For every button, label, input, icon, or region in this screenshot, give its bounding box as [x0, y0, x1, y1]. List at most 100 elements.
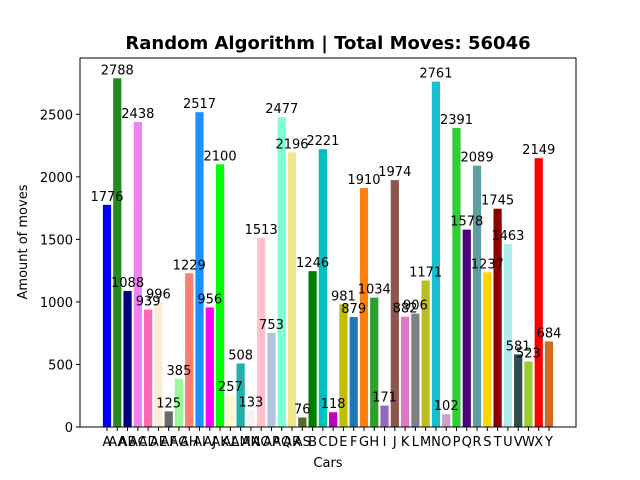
data-label-m: 1171: [409, 266, 442, 281]
x-tick-label-o: O: [441, 435, 451, 450]
x-tick-label-as: AS: [294, 435, 311, 450]
bar-j: [390, 180, 399, 427]
x-tick-label-ae: AE: [150, 435, 167, 450]
bar-ao: [257, 237, 266, 427]
x-tick-label-ac: AC: [129, 435, 147, 450]
y-tick-label: 2000: [40, 171, 73, 186]
bar-d: [329, 412, 338, 427]
y-axis-label: Amount of moves: [16, 184, 31, 299]
x-tick-label-i: I: [383, 435, 387, 450]
data-label-ad: 939: [136, 295, 161, 310]
data-label-n: 2761: [419, 67, 452, 82]
x-tick-label-ad: AD: [139, 435, 158, 450]
bar-b: [308, 271, 317, 427]
x-tick-label-ao: AO: [252, 435, 271, 450]
x-axis-ticks: AAAABACADAEAFAGAHAIAJAKALAMANAOAPAQARASB…: [103, 427, 553, 450]
x-tick-label-n: N: [431, 435, 441, 450]
data-label-as: 76: [294, 402, 311, 417]
x-tick-label-p: P: [453, 435, 461, 450]
x-axis-label: Cars: [313, 456, 342, 471]
x-tick-label-h: H: [369, 435, 379, 450]
bar-n: [431, 81, 441, 427]
data-label-ai: 2517: [183, 97, 216, 112]
data-label-af: 125: [156, 396, 181, 411]
bar-f: [349, 317, 358, 427]
x-tick-label-f: F: [350, 435, 357, 450]
data-label-aq: 2477: [265, 102, 298, 117]
bar-i: [380, 405, 389, 427]
bar-r: [472, 165, 482, 427]
bar-c: [318, 149, 327, 427]
data-label-ab: 1088: [111, 276, 144, 291]
x-tick-label-aa: AA: [108, 435, 126, 450]
bar-x: [534, 158, 543, 427]
x-tick-label-ah: AH: [180, 435, 199, 450]
data-label-d: 118: [321, 397, 346, 412]
x-tick-label-l: L: [412, 435, 420, 450]
data-label-k: 882: [393, 302, 418, 317]
chart-title: Random Algorithm | Total Moves: 56046: [125, 33, 530, 54]
bar-l: [411, 313, 420, 427]
x-tick-label-aq: AQ: [272, 435, 291, 450]
data-label-l: 906: [403, 299, 428, 314]
bar-ap: [267, 332, 276, 427]
x-tick-label-am: AM: [231, 435, 251, 450]
data-label-x: 2149: [522, 143, 555, 158]
data-label-aa: 2788: [101, 63, 134, 78]
data-label-s: 1237: [471, 257, 504, 272]
x-tick-label-m: M: [420, 435, 431, 450]
bar-aa: [113, 78, 122, 427]
data-label-ap: 753: [259, 318, 284, 333]
data-label-ag: 385: [167, 364, 192, 379]
bar-y: [544, 341, 554, 427]
x-tick-label-s: S: [483, 435, 491, 450]
bar-s: [483, 272, 492, 427]
data-label-y: 684: [537, 326, 562, 341]
data-label-t: 1745: [481, 194, 514, 209]
data-label-ah: 1229: [173, 258, 206, 273]
x-tick-label-r: R: [473, 435, 482, 450]
data-label-am: 508: [228, 348, 253, 363]
bar-ag: [174, 378, 184, 427]
data-label-i: 171: [372, 391, 397, 406]
x-tick-label-v: V: [514, 435, 523, 450]
data-label-g: 1910: [347, 173, 380, 188]
y-tick-label: 1000: [40, 296, 73, 311]
bar-af: [164, 411, 173, 427]
x-tick-label-q: Q: [462, 435, 472, 450]
data-label-e: 981: [331, 289, 356, 304]
bar-ah: [185, 273, 194, 427]
x-tick-label-c: C: [318, 435, 327, 450]
data-label-an: 133: [238, 395, 263, 410]
y-tick-label: 2500: [40, 108, 73, 123]
bar-ac: [133, 122, 142, 427]
bar-as: [298, 417, 307, 427]
data-label-ac: 2438: [121, 107, 154, 122]
data-label-ak: 2100: [204, 149, 237, 164]
bar-h: [370, 297, 379, 427]
bar-ae: [154, 302, 163, 427]
x-tick-label-j: J: [392, 435, 397, 450]
x-tick-label-al: AL: [222, 435, 239, 450]
bar-aq: [277, 117, 286, 428]
bar-v: [514, 354, 523, 427]
x-tick-label-ak: AK: [211, 435, 229, 450]
bar-m: [421, 280, 430, 427]
data-label-f: 879: [341, 302, 366, 317]
x-tick-label-e: E: [339, 435, 347, 450]
y-axis-ticks: 0 500 1000 1500 2000 2500: [40, 108, 80, 436]
x-tick-label-y: Y: [544, 435, 553, 450]
bar-g: [359, 188, 369, 427]
data-label-b: 1246: [296, 256, 329, 271]
y-tick-label: 500: [48, 358, 73, 373]
bar-a: [102, 204, 112, 427]
bar-ad: [144, 309, 153, 427]
data-label-w: 523: [516, 347, 541, 362]
data-label-p: 2391: [440, 113, 473, 128]
data-label-u: 1463: [491, 229, 524, 244]
data-label-ao: 1513: [245, 223, 278, 238]
y-tick-label: 0: [65, 421, 73, 436]
x-tick-label-a: A: [103, 435, 112, 450]
x-tick-label-d: D: [328, 435, 338, 450]
